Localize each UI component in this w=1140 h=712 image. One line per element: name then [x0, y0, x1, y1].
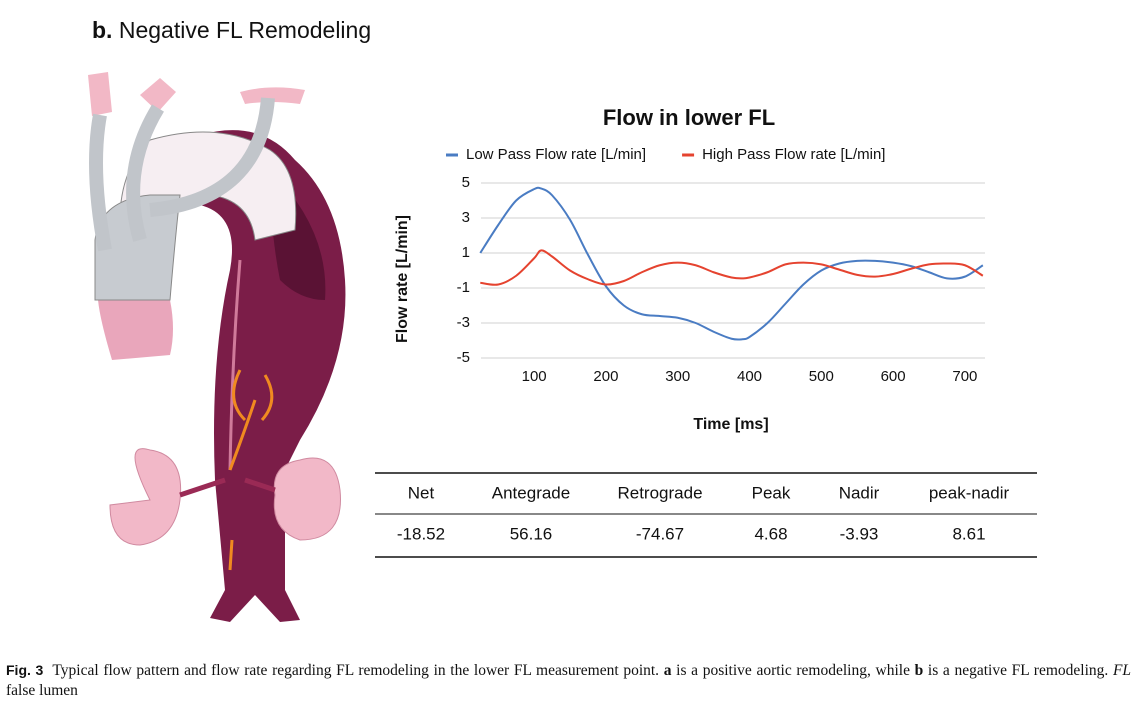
- y-tick-label: -5: [457, 349, 470, 366]
- y-tick-label: 5: [462, 174, 470, 191]
- x-tick-label: 100: [522, 368, 547, 385]
- y-tick-label: 1: [462, 244, 470, 261]
- x-tick-label: 400: [737, 368, 762, 385]
- figure: b. Negative FL Remodeling Flow in lower …: [88, 17, 1037, 623]
- caption-text: is a negative FL remodeling.: [927, 662, 1109, 679]
- table-cell: 8.61: [952, 524, 985, 543]
- vessel-stump: [240, 87, 305, 104]
- legend-label: Low Pass Flow rate [L/min]: [466, 146, 646, 163]
- x-tick-label: 600: [881, 368, 906, 385]
- caption: Fig. 3 Typical flow pattern and flow rat…: [6, 660, 1131, 701]
- panel-letter: b. Negative FL Remodeling: [92, 17, 371, 43]
- caption-text: false lumen: [6, 682, 78, 699]
- flow-arrow: [228, 369, 274, 571]
- caption-abbr: FL: [1112, 662, 1132, 679]
- table-cell: 56.16: [510, 524, 553, 543]
- y-tick-label: 3: [462, 209, 470, 226]
- panel-title: Negative FL Remodeling: [119, 17, 371, 43]
- kidney: [109, 448, 182, 546]
- ascending-aorta: [98, 300, 173, 360]
- caption-ref: a: [663, 662, 672, 679]
- table-cell: -74.67: [636, 524, 684, 543]
- table-cell: -3.93: [840, 524, 879, 543]
- table-header: Nadir: [839, 483, 880, 502]
- y-tick-label: -1: [457, 279, 470, 296]
- vessel-stump: [140, 78, 176, 112]
- table-header: peak-nadir: [929, 483, 1010, 502]
- x-tick-label: 500: [809, 368, 834, 385]
- y-axis-label: Flow rate [L/min]: [394, 215, 411, 343]
- table-header: Retrograde: [617, 483, 702, 502]
- series-line: [480, 249, 984, 286]
- x-tick-label: 300: [665, 368, 690, 385]
- renal-artery: [179, 477, 276, 498]
- x-tick-label: 200: [593, 368, 618, 385]
- branch-graft: [126, 104, 165, 242]
- x-tick-label: 700: [952, 368, 977, 385]
- table-cell: 4.68: [754, 524, 787, 543]
- x-axis-label: Time [ms]: [693, 416, 768, 433]
- branch-graft: [149, 97, 275, 217]
- aorta-illustration: [88, 72, 346, 623]
- table-header: Peak: [752, 483, 791, 502]
- caption-text: Typical flow pattern and flow rate regar…: [52, 662, 660, 679]
- vessel-stump: [88, 72, 112, 116]
- series-line: [479, 186, 984, 341]
- legend-label: High Pass Flow rate [L/min]: [702, 146, 885, 163]
- table-header: Antegrade: [492, 483, 570, 502]
- caption-label: Fig. 3: [6, 662, 44, 678]
- caption-text: is a positive aortic remodeling, while: [676, 662, 910, 679]
- table-cell: -18.52: [397, 524, 445, 543]
- flap: [228, 259, 242, 471]
- y-tick-label: -3: [457, 314, 470, 331]
- panel-letter-text: b.: [92, 17, 112, 43]
- table-header: Net: [408, 483, 435, 502]
- branch-graft: [89, 113, 112, 252]
- chart-title: Flow in lower FL: [603, 105, 775, 130]
- kidney: [273, 457, 341, 541]
- caption-ref: b: [914, 662, 924, 679]
